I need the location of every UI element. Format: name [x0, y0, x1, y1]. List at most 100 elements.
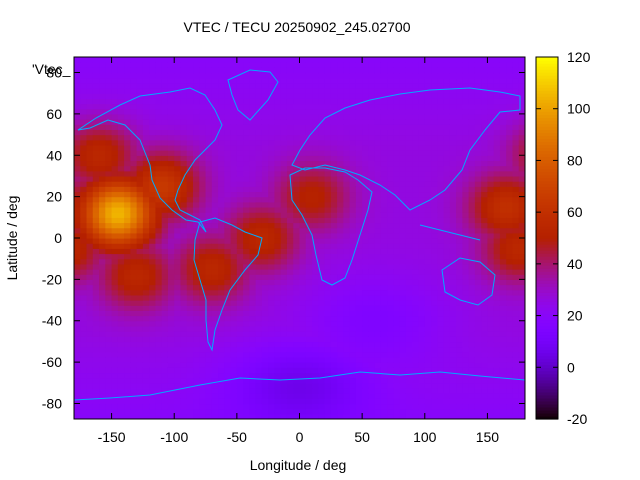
heatmap-cell [299, 129, 307, 136]
heatmap-cell [105, 186, 113, 193]
heatmap-cell [374, 227, 382, 234]
heatmap-cell [299, 248, 307, 255]
heatmap-cell [312, 284, 319, 291]
heatmap-cell [412, 82, 420, 89]
heatmap-cell [236, 196, 244, 203]
heatmap-cell [449, 331, 457, 337]
heatmap-cell [149, 113, 157, 120]
heatmap-cell [355, 175, 363, 182]
heatmap-cell [412, 232, 420, 239]
heatmap-cell [293, 206, 301, 213]
heatmap-cell [105, 155, 113, 162]
heatmap-cell [312, 88, 319, 94]
heatmap-cell [180, 191, 188, 198]
heatmap-cell [462, 206, 470, 213]
heatmap-cell [337, 258, 344, 265]
heatmap-cell [337, 269, 344, 275]
heatmap-cell [493, 129, 501, 136]
heatmap-cell [393, 119, 401, 125]
heatmap-cell [205, 243, 213, 249]
heatmap-cell [324, 124, 332, 130]
heatmap-cell [518, 289, 525, 296]
heatmap-cell [449, 284, 457, 291]
heatmap-cell [92, 77, 100, 84]
heatmap-cell [418, 258, 426, 265]
heatmap-cell [280, 351, 288, 358]
heatmap-cell [424, 222, 432, 229]
heatmap-cell [224, 403, 232, 410]
heatmap-cell [405, 331, 413, 337]
heatmap-cell [437, 243, 445, 249]
heatmap-cell [111, 238, 119, 244]
heatmap-cell [255, 77, 263, 84]
heatmap-cell [399, 144, 407, 151]
heatmap-cell [424, 274, 432, 280]
heatmap-cell [224, 108, 232, 115]
heatmap-cell [236, 393, 244, 399]
heatmap-cell [443, 331, 451, 337]
heatmap-cell [205, 238, 213, 244]
heatmap-cell [186, 144, 194, 151]
heatmap-cell [180, 398, 188, 405]
heatmap-cell [124, 367, 131, 374]
heatmap-cell [230, 232, 238, 239]
heatmap-cell [155, 129, 163, 136]
heatmap-cell [117, 139, 125, 146]
heatmap-cell [268, 346, 276, 353]
heatmap-cell [368, 372, 376, 379]
heatmap-cell [236, 403, 244, 410]
heatmap-cell [324, 93, 332, 99]
heatmap-cell [299, 181, 307, 187]
heatmap-cell [280, 98, 288, 105]
heatmap-cell [506, 253, 514, 260]
heatmap-cell [330, 294, 338, 301]
heatmap-cell [117, 238, 125, 244]
heatmap-cell [493, 57, 501, 63]
heatmap-cell [506, 398, 514, 405]
heatmap-cell [443, 222, 451, 229]
heatmap-cell [443, 243, 451, 249]
heatmap-cell [299, 393, 307, 399]
heatmap-cell [405, 212, 413, 218]
heatmap-cell [117, 227, 125, 234]
heatmap-cell [405, 356, 413, 363]
heatmap-cell [167, 279, 175, 286]
heatmap-cell [443, 393, 451, 399]
heatmap-cell [399, 62, 407, 68]
heatmap-cell [92, 248, 100, 255]
heatmap-cell [393, 325, 401, 332]
heatmap-cell [493, 67, 501, 74]
heatmap-cell [236, 186, 244, 193]
heatmap-cell [393, 82, 401, 89]
heatmap-cell [362, 310, 369, 317]
heatmap-cell [337, 289, 344, 296]
heatmap-cell [218, 165, 225, 172]
heatmap-cell [92, 253, 100, 260]
heatmap-cell [506, 274, 514, 280]
heatmap-cell [167, 98, 175, 105]
heatmap-cell [424, 377, 432, 384]
heatmap-cell [180, 222, 188, 229]
heatmap-cell [230, 170, 238, 177]
heatmap-cell [405, 191, 413, 198]
heatmap-cell [299, 300, 307, 306]
heatmap-cell [80, 362, 88, 368]
heatmap-cell [180, 201, 188, 208]
heatmap-cell [443, 320, 451, 327]
heatmap-cell [368, 320, 376, 327]
heatmap-cell [86, 124, 94, 130]
heatmap-cell [230, 294, 238, 301]
heatmap-cell [330, 88, 338, 94]
heatmap-cell [362, 263, 369, 270]
heatmap-cell [205, 315, 213, 322]
heatmap-cell [161, 186, 169, 193]
heatmap-cell [186, 351, 194, 358]
heatmap-cell [149, 258, 157, 265]
heatmap-cell [518, 398, 525, 405]
heatmap-cell [161, 150, 169, 156]
heatmap-cell [468, 331, 476, 337]
heatmap-cell [130, 408, 138, 415]
heatmap-cell [393, 403, 401, 410]
heatmap-cell [393, 217, 401, 224]
heatmap-cell [80, 315, 88, 322]
